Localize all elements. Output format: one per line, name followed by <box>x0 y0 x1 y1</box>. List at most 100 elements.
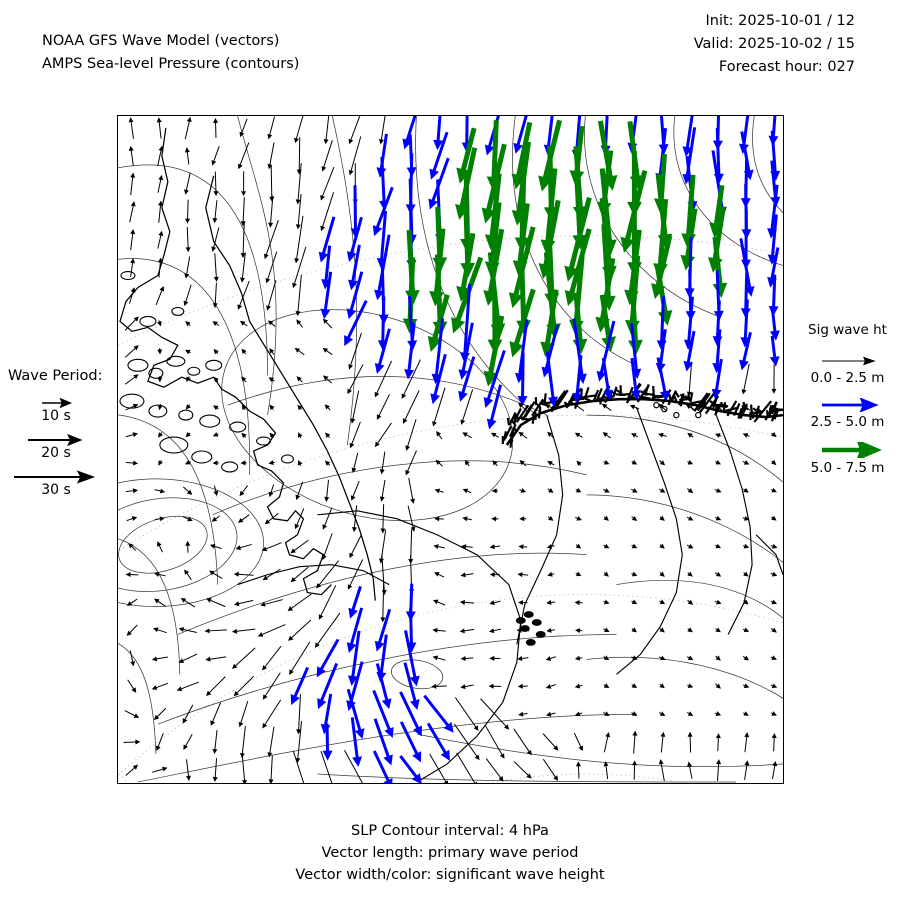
coast-island-8 <box>199 414 221 428</box>
wave-vector <box>601 357 614 401</box>
wave-vector <box>374 360 392 398</box>
wave-vector <box>211 515 221 522</box>
wave-vector <box>320 166 335 201</box>
footer-notes: SLP Contour interval: 4 hPa Vector lengt… <box>0 820 900 886</box>
wave-vector <box>715 627 721 633</box>
coast-iceshelf-tick <box>515 404 530 423</box>
coast-small-island-4 <box>525 639 536 646</box>
wave-vector <box>124 316 139 331</box>
coast-nunatak-3 <box>695 411 702 419</box>
wave-vector <box>262 645 282 671</box>
wave-vector <box>429 753 449 783</box>
coast-small-island-0 <box>523 611 534 618</box>
coast-iceshelf-tick <box>733 402 741 417</box>
wave-vector <box>513 116 528 154</box>
slp-low-center-4 <box>221 309 514 521</box>
wave-vector <box>742 683 750 688</box>
slp-low-center-2 <box>118 478 264 607</box>
wave-vector <box>631 571 638 577</box>
header-line-slp: AMPS Sea-level Pressure (contours) <box>42 56 300 72</box>
slp-contour-3 <box>118 538 181 675</box>
wave-vector <box>630 357 641 401</box>
wave-vector <box>374 328 391 374</box>
wave-vector <box>234 599 254 607</box>
wave-vector <box>240 221 246 259</box>
wave-vector <box>576 460 582 466</box>
wave-vector <box>237 142 250 170</box>
wave-period-legend: Wave Period: 10 s 20 s 30 s <box>0 368 112 507</box>
wave-vector <box>240 197 246 227</box>
wave-vector <box>542 733 559 751</box>
wave-vector <box>205 656 227 662</box>
wave-vector <box>542 758 559 781</box>
wave-vector <box>125 374 139 385</box>
wave-vector <box>350 717 363 767</box>
wave-vector <box>399 691 422 737</box>
wave-vector <box>770 711 777 716</box>
wave-vector <box>603 683 610 688</box>
wave-vector <box>182 516 193 522</box>
coast-iceshelf-tick <box>673 395 678 403</box>
map-vector-canvas[interactable] <box>118 116 783 783</box>
wave-vector <box>128 145 134 167</box>
wave-vector <box>486 384 503 430</box>
coast-iceshelf-tick <box>642 395 651 400</box>
coast-iceshelf-tick <box>543 393 547 403</box>
wave-vector <box>462 488 472 494</box>
wave-vector <box>481 143 507 224</box>
wave-vector <box>295 274 302 317</box>
wave-vector <box>547 515 554 521</box>
wave-vector <box>771 732 777 752</box>
wave-vector <box>351 505 358 533</box>
wave-vector <box>687 761 693 779</box>
coast-island-5 <box>119 393 145 409</box>
wave-vector <box>268 320 276 327</box>
wave-vector <box>322 318 333 329</box>
wave-vector <box>659 543 665 549</box>
wave-vector <box>129 650 136 667</box>
coast-island-15 <box>139 315 157 327</box>
wave-vector <box>575 515 582 521</box>
wave-vector <box>564 196 592 282</box>
wave-vector <box>212 200 218 224</box>
coast-interior-2 <box>616 406 683 675</box>
coast-nunatak-4 <box>673 411 680 419</box>
wave-vector <box>631 683 638 688</box>
map-plot-area[interactable] <box>117 115 784 784</box>
wave-vector <box>209 570 223 580</box>
wave-vector <box>517 683 528 689</box>
wave-vector <box>290 666 310 706</box>
wave-vector <box>546 544 555 549</box>
wave-vector <box>260 599 283 607</box>
wave-vector <box>603 731 611 753</box>
coast-iceshelf-tick <box>513 407 522 423</box>
wave-vector <box>239 726 246 759</box>
slp-contour-20 <box>586 656 783 699</box>
init-time-label: Init: 2025-10-01 / 12 <box>705 13 856 29</box>
wave-vector <box>602 488 610 493</box>
wave-vector <box>185 321 191 327</box>
wave-vector <box>714 488 722 493</box>
wave-vector <box>318 216 336 263</box>
wave-vector <box>714 571 722 577</box>
coast-nunatak-1 <box>661 405 668 413</box>
wave-vector <box>518 600 528 606</box>
wave-vector <box>771 432 777 438</box>
wave-vector-layer <box>123 116 781 783</box>
wave-vector <box>399 721 422 763</box>
wave-vector <box>658 403 667 412</box>
wave-vector <box>374 608 392 652</box>
wave-vector <box>769 404 779 410</box>
wave-vector <box>461 544 473 550</box>
coast-iceshelf-tick <box>580 388 583 398</box>
coast-iceshelf-tick <box>770 401 778 415</box>
wave-vector <box>603 711 610 717</box>
wave-vector <box>125 572 139 578</box>
slp-contour-4 <box>118 643 157 755</box>
wave-vector <box>267 142 275 170</box>
wave-vector <box>715 459 722 465</box>
wave-vector <box>743 571 749 577</box>
wave-vector <box>184 147 190 165</box>
wave-vector <box>239 118 248 138</box>
wave-vector <box>659 683 665 689</box>
